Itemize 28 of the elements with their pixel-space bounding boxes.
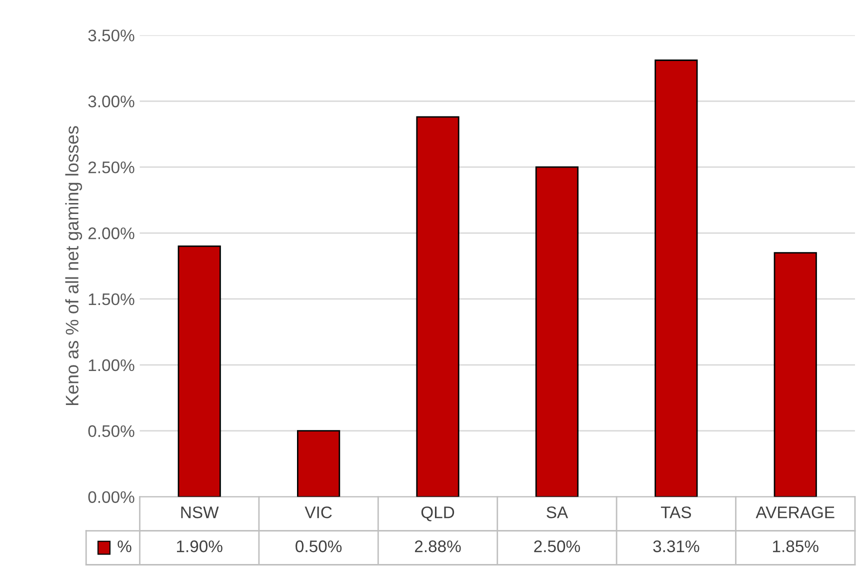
y-tick-label: 0.50% (88, 425, 134, 438)
bar (297, 430, 340, 497)
y-tick-label: 2.50% (88, 161, 134, 174)
x-tick-label: QLD (421, 506, 454, 522)
data-label: 3.31% (653, 540, 700, 552)
bar (416, 116, 460, 497)
x-tick-label: AVERAGE (756, 506, 834, 518)
y-tick-label: 1.00% (88, 359, 134, 372)
data-label: 2.50% (534, 540, 580, 552)
y-tick-label: 3.00% (88, 96, 134, 108)
data-label: 2.88% (414, 540, 461, 552)
bar (654, 60, 698, 497)
x-tick-label: SA (546, 506, 568, 518)
bar (774, 252, 817, 497)
y-tick-label: 1.50% (88, 293, 134, 306)
x-tick-label: NSW (181, 506, 219, 518)
y-axis-title: Keno as % of all net gaming losses (65, 126, 82, 406)
x-tick-label: VIC (304, 506, 332, 518)
data-label: 1.85% (773, 540, 818, 552)
y-tick-label: 3.50% (88, 30, 134, 42)
y-tick-label: 0.00% (88, 491, 134, 503)
x-tick-label: TAS (660, 506, 691, 518)
y-tick-label: 2.00% (88, 227, 134, 240)
legend-label: % (118, 540, 132, 552)
data-label: 1.90% (176, 540, 222, 552)
bar (535, 166, 579, 497)
bar (178, 246, 221, 497)
data-label: 0.50% (296, 540, 342, 552)
